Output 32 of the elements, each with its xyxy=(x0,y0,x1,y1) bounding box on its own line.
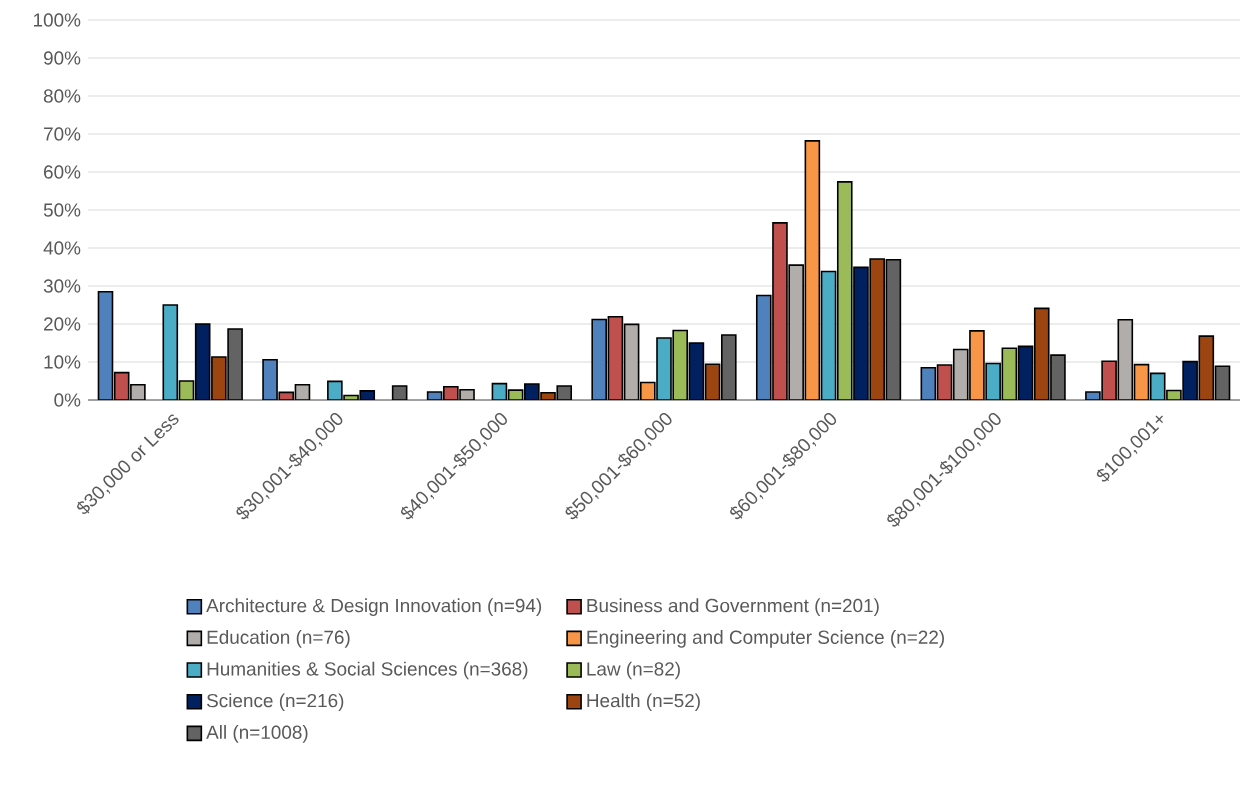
y-tick-label: 100% xyxy=(33,13,81,27)
bar xyxy=(97,290,114,400)
legend-label: Business and Government (n=201) xyxy=(587,598,879,616)
bar xyxy=(1001,347,1018,400)
legend-label: Humanities & Social Sciences (n=368) xyxy=(207,661,528,680)
bar xyxy=(820,270,837,400)
bar xyxy=(1117,319,1134,400)
bar xyxy=(623,323,640,400)
y-tick-label: 80% xyxy=(43,89,81,103)
y-tick-label: 10% xyxy=(44,355,81,369)
bar xyxy=(1198,335,1215,400)
bar xyxy=(607,315,624,400)
legend-label: Science (n=216) xyxy=(207,693,344,712)
bar xyxy=(688,342,705,400)
bar xyxy=(194,323,211,400)
y-tick-label: 50% xyxy=(43,203,81,217)
y-tick-label: 60% xyxy=(44,165,81,179)
legend-label: All (n=1008) xyxy=(206,725,308,743)
legend-label: Engineering and Computer Science (n=22) xyxy=(587,630,944,648)
legend-label: Education (n=76) xyxy=(207,630,350,648)
bar xyxy=(885,258,902,400)
legend-label: Architecture & Design Innovation (n=94) xyxy=(206,598,542,617)
y-tick-label: 20% xyxy=(44,317,81,331)
y-tick-label: 40% xyxy=(43,241,81,255)
y-tick-label: 70% xyxy=(44,127,81,141)
legend-label: Health (n=52) xyxy=(587,693,700,712)
legend-label: Law (n=82) xyxy=(587,661,680,680)
y-tick-label: 30% xyxy=(43,279,81,293)
y-tick-label: 0% xyxy=(54,393,81,407)
bar xyxy=(1017,345,1034,400)
bar xyxy=(804,140,821,400)
y-tick-label: 90% xyxy=(43,51,81,65)
